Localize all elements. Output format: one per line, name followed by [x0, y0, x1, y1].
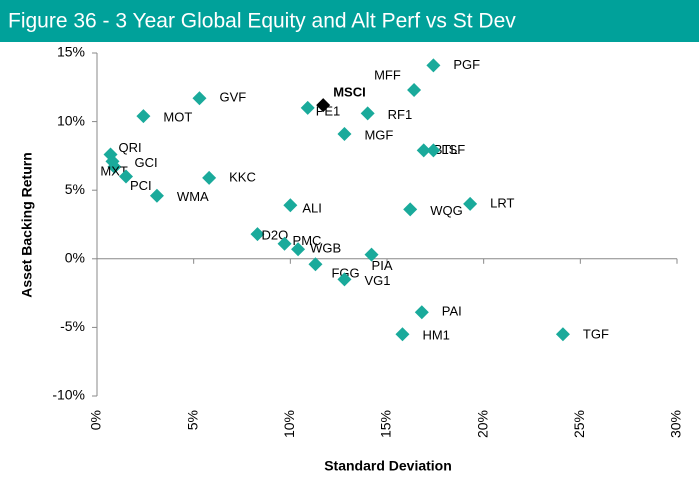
point [149, 188, 164, 203]
y-tick-label: -10% [52, 387, 85, 403]
point [414, 305, 429, 320]
point-label: MOT [163, 110, 192, 125]
point [416, 143, 431, 158]
point [291, 242, 306, 257]
point-label: BTL [434, 142, 458, 157]
point-label: MGF [364, 127, 393, 142]
point [119, 169, 133, 184]
title-bar [0, 0, 699, 42]
point-label: PCI [130, 178, 152, 193]
point [107, 159, 122, 174]
point [555, 327, 570, 342]
point [407, 83, 422, 98]
point-label: KKC [229, 169, 256, 184]
point-label: PIA [372, 258, 393, 273]
point [337, 126, 352, 141]
point [277, 236, 292, 251]
point-label: WQG [430, 203, 463, 218]
point [364, 247, 379, 262]
point-label: D2O [261, 228, 288, 243]
point-label: QRI [119, 140, 142, 155]
x-tick-label: 5% [184, 410, 200, 430]
y-tick-label: 10% [57, 112, 85, 128]
point [316, 98, 331, 113]
y-tick-label: 15% [57, 44, 85, 60]
point-label: PGF [453, 57, 480, 72]
point [308, 257, 323, 272]
point [395, 327, 410, 342]
point-label: FGG [331, 266, 359, 281]
point [192, 91, 207, 106]
point-label: WMA [177, 189, 209, 204]
point-label: RF1 [388, 107, 413, 122]
x-axis-label: Standard Deviation [324, 458, 452, 474]
point [360, 106, 375, 121]
point-label: PAI [442, 304, 462, 319]
point-label: LSF [441, 142, 465, 157]
point-label: LRT [490, 195, 514, 210]
point [463, 196, 478, 211]
x-tick-label: 15% [378, 410, 394, 438]
point-label: GCI [134, 155, 157, 170]
chart-title: Figure 36 - 3 Year Global Equity and Alt… [8, 10, 516, 33]
point [250, 227, 265, 242]
point-label: GVF [219, 90, 246, 105]
point [337, 272, 352, 287]
point-label: MFF [374, 67, 401, 82]
point [202, 170, 217, 185]
point [283, 198, 298, 213]
y-axis-label: Asset Backing Return [19, 152, 35, 297]
x-tick-label: 20% [474, 410, 490, 438]
point-label: PE1 [316, 103, 341, 118]
point-label: ALI [302, 201, 322, 216]
point [300, 100, 315, 115]
point [136, 109, 151, 124]
y-tick-label: -5% [60, 318, 85, 334]
point-label: VG1 [364, 273, 390, 288]
point [403, 202, 418, 217]
y-tick-label: 5% [65, 181, 85, 197]
point-label: MSCI [333, 85, 366, 100]
x-tick-label: 30% [668, 410, 684, 438]
point [426, 58, 441, 73]
x-tick-label: 25% [571, 410, 587, 438]
x-tick-label: 10% [281, 410, 297, 438]
point [426, 143, 441, 158]
x-tick-label: 0% [88, 410, 104, 430]
point-label: WGB [310, 241, 341, 256]
point-label: TGF [583, 327, 609, 342]
point-label: HM1 [422, 328, 449, 343]
y-tick-label: 0% [65, 250, 85, 266]
